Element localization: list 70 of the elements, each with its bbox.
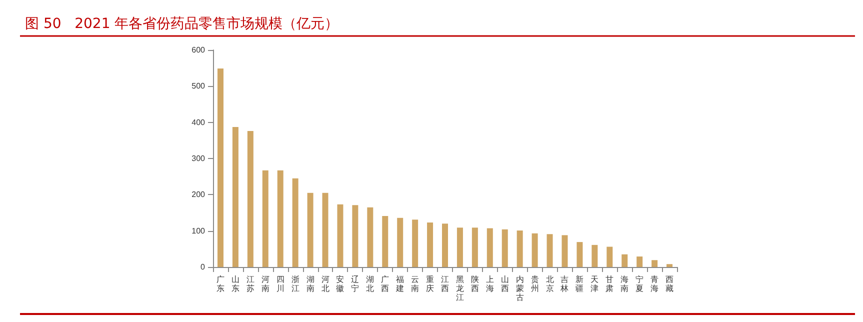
bar xyxy=(322,192,328,267)
y-tick-label: 500 xyxy=(192,82,206,91)
x-tick-label: 四川 xyxy=(276,275,284,293)
x-tick-label: 江西 xyxy=(441,275,449,293)
x-tick-label: 青海 xyxy=(650,275,659,293)
bar xyxy=(232,127,238,267)
bar xyxy=(666,264,673,267)
x-tick-label: 河南 xyxy=(261,275,270,293)
bar xyxy=(636,256,643,267)
bar xyxy=(292,178,298,267)
x-tick-label: 浙江 xyxy=(291,275,300,293)
bar xyxy=(262,170,268,267)
bar xyxy=(652,260,658,267)
x-tick-label: 甘肃 xyxy=(606,275,614,293)
y-tick-label: 0 xyxy=(200,262,206,272)
x-tick-label: 广东 xyxy=(216,275,224,293)
bar xyxy=(337,204,344,267)
x-tick-label: 江苏 xyxy=(246,275,254,293)
x-tick-label: 广西 xyxy=(381,275,390,293)
x-tick-label: 黑龙江 xyxy=(456,275,464,302)
bar xyxy=(382,216,388,267)
x-tick-label: 新疆 xyxy=(576,275,584,293)
x-tick-label: 福建 xyxy=(395,275,404,293)
x-tick-label: 山东 xyxy=(231,275,240,293)
bar xyxy=(592,244,598,267)
bar xyxy=(606,246,613,267)
bar xyxy=(546,234,553,267)
bar xyxy=(516,230,523,267)
bar xyxy=(277,170,284,267)
y-tick-label: 400 xyxy=(192,118,206,127)
bar xyxy=(562,235,568,267)
y-tick-label: 600 xyxy=(192,46,206,54)
x-tick-label: 云南 xyxy=(411,275,420,293)
bar xyxy=(532,233,538,267)
x-tick-label: 上海 xyxy=(486,275,494,293)
y-tick-label: 100 xyxy=(192,226,206,236)
bar xyxy=(456,228,463,267)
bar xyxy=(442,224,448,267)
y-tick-label: 300 xyxy=(192,154,206,163)
bar xyxy=(427,222,434,267)
y-tick-label: 200 xyxy=(192,190,206,200)
bar xyxy=(367,207,374,267)
x-tick-label: 山西 xyxy=(500,275,509,293)
x-tick-label: 安徽 xyxy=(336,275,344,293)
chart-title: 图 50 2021 年各省份药品零售市场规模（亿元） xyxy=(25,16,339,32)
bar xyxy=(217,68,224,267)
bar xyxy=(307,192,314,267)
x-tick-label: 辽宁 xyxy=(351,275,360,293)
bar xyxy=(576,242,583,267)
bar xyxy=(247,131,254,267)
x-tick-label: 吉林 xyxy=(560,275,569,293)
x-tick-label: 湖南 xyxy=(306,275,314,293)
bar xyxy=(622,254,628,267)
x-tick-label: 天津 xyxy=(590,275,599,293)
x-tick-label: 贵州 xyxy=(530,275,539,293)
bar xyxy=(352,205,358,267)
bar xyxy=(397,218,404,267)
bar xyxy=(502,229,508,267)
x-tick-label: 内蒙古 xyxy=(516,275,524,302)
x-tick-label: 湖北 xyxy=(366,275,374,293)
x-tick-label: 海南 xyxy=(620,275,629,293)
x-tick-label: 陕西 xyxy=(470,275,479,293)
x-tick-label: 西藏 xyxy=(666,275,674,293)
x-tick-label: 重庆 xyxy=(426,275,434,293)
bar xyxy=(472,228,478,267)
bar xyxy=(486,228,493,267)
x-tick-label: 宁夏 xyxy=(636,275,644,293)
x-tick-label: 河北 xyxy=(321,275,330,293)
x-tick-label: 北京 xyxy=(546,275,554,293)
bar xyxy=(412,220,418,267)
